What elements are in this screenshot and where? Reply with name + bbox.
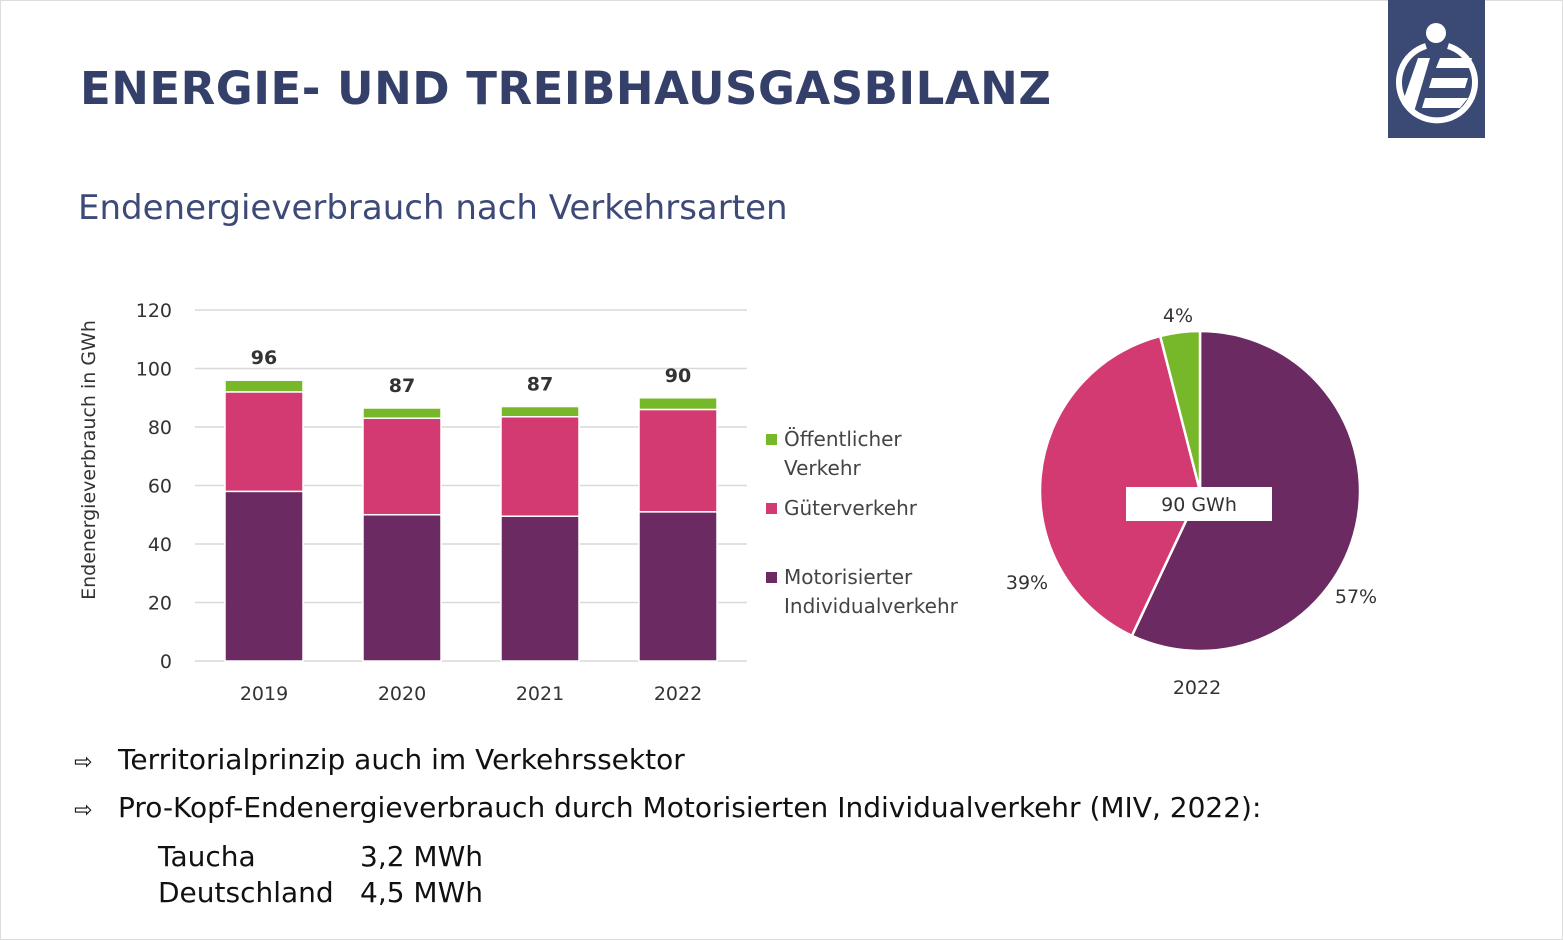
per-capita-value: 3,2 MWh (360, 840, 484, 873)
legend-label: Güterverkehr (784, 496, 917, 520)
pie-slice-label: 39% (1006, 572, 1048, 594)
bar-segment (362, 417, 442, 516)
y-tick-label: 20 (148, 593, 172, 615)
bar-segment (362, 407, 442, 419)
legend-swatch (766, 572, 777, 583)
legend-label: Motorisierter Individualverkehr (784, 565, 958, 618)
pie-slice-label: 57% (1335, 586, 1377, 608)
legend-item-oev: Öffentlicher Verkehr (766, 425, 984, 483)
y-tick-label: 0 (160, 651, 172, 673)
slide-subtitle: Endenergieverbrauch nach Verkehrsarten (78, 188, 788, 228)
x-tick-label: 2022 (654, 683, 702, 705)
legend-label: Öffentlicher Verkehr (784, 427, 902, 480)
right-arrow-outline-icon: ⇨ (74, 798, 93, 823)
bullet-text: Pro-Kopf-Endenergieverbrauch durch Motor… (118, 791, 1262, 824)
bar-segment (224, 391, 304, 493)
bullet-text: Territorialprinzip auch im Verkehrssekto… (118, 743, 685, 776)
bar-segment (638, 408, 718, 513)
y-tick-label: 80 (148, 417, 172, 439)
legend-item-miv: Motorisierter Individualverkehr (766, 563, 984, 621)
bar-total-label: 96 (251, 347, 277, 369)
bar-total-label: 87 (527, 374, 553, 396)
y-axis-label: Endenergieverbrauch in GWh (78, 320, 100, 600)
bar-total-label: 87 (389, 375, 415, 397)
legend-swatch (766, 434, 777, 445)
legend-item-gueter: Güterverkehr (766, 494, 984, 523)
pie-center-label: 90 GWh (1161, 494, 1237, 516)
slide-title: ENERGIE- UND TREIBHAUSGASBILANZ (80, 62, 1052, 115)
y-tick-label: 60 (148, 476, 172, 498)
logo (1388, 0, 1485, 138)
y-tick-label: 40 (148, 534, 172, 556)
bar-segment (638, 511, 718, 662)
pie-slice (1038, 334, 1202, 638)
y-tick-label: 120 (136, 300, 172, 322)
bar-segment (638, 397, 718, 411)
per-capita-value: 4,5 MWh (360, 876, 484, 909)
pie-center-label-box (1126, 487, 1272, 521)
x-tick-label: 2021 (516, 683, 564, 705)
x-tick-label: 2020 (378, 683, 426, 705)
legend-swatch (766, 503, 777, 514)
bar-segment (362, 514, 442, 662)
x-tick-label: 2019 (240, 683, 288, 705)
bullet-item: ⇨ Pro-Kopf-Endenergieverbrauch durch Moto… (74, 791, 1261, 824)
right-arrow-outline-icon: ⇨ (74, 750, 93, 775)
bar-segment (500, 405, 580, 418)
pie-slice (1158, 329, 1202, 492)
logo-ie-icon (1396, 23, 1478, 124)
bar-segment (500, 515, 580, 662)
pie-slice-label: 4% (1163, 305, 1193, 327)
bar-segment (224, 379, 304, 393)
y-tick-label: 100 (136, 359, 172, 381)
pie-category-label: 2022 (1173, 677, 1221, 699)
per-capita-place: Deutschland (158, 876, 334, 909)
per-capita-place: Taucha (158, 840, 256, 873)
bullet-item: ⇨ Territorialprinzip auch im Verkehrssekt… (74, 743, 685, 776)
bar-segment (500, 416, 580, 517)
bar-segment (224, 490, 304, 662)
bar-total-label: 90 (665, 365, 691, 387)
